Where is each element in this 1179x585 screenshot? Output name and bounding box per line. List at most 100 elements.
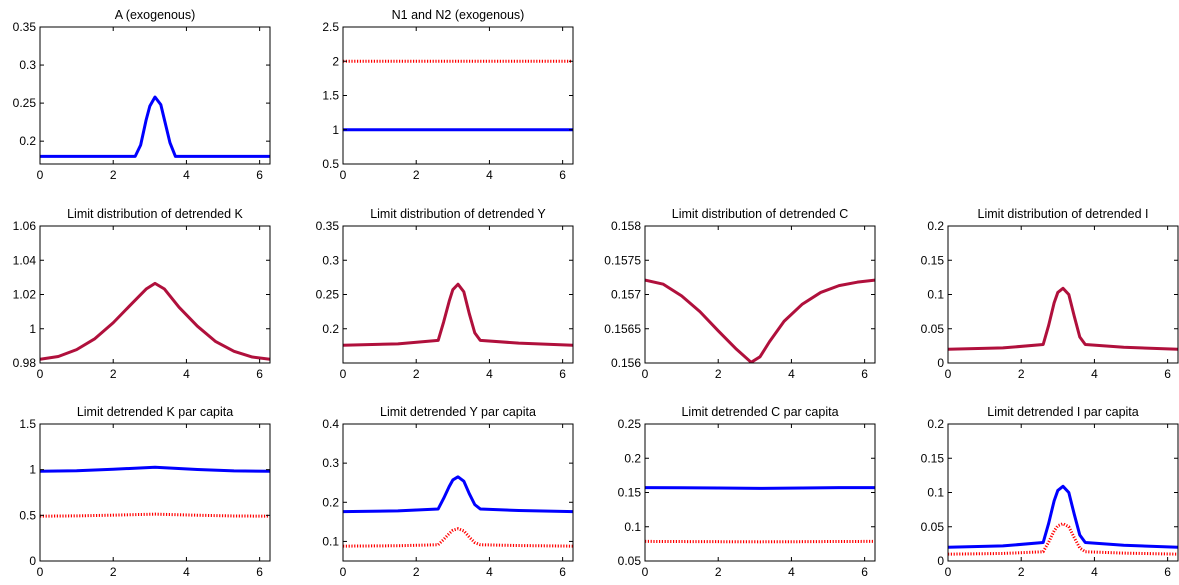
x-tick-label: 6 bbox=[861, 367, 868, 381]
x-tick-label: 6 bbox=[256, 565, 263, 579]
subplot-2: N1 and N2 (exogenous) 0 2 4 6 0.5 1 1.5 2 2.5 bbox=[322, 8, 573, 182]
series-line-red bbox=[948, 524, 1178, 554]
x-tick-label: 6 bbox=[559, 565, 566, 579]
y-tick-label: 1 bbox=[332, 123, 339, 137]
axes-box bbox=[343, 27, 573, 164]
y-tick-label: 0.15 bbox=[921, 451, 945, 465]
chart-title: Limit detrended K par capita bbox=[77, 405, 233, 419]
x-tick-label: 2 bbox=[110, 565, 117, 579]
y-tick-label: 0.1 bbox=[624, 520, 641, 534]
y-tick-label: 1.5 bbox=[322, 89, 339, 103]
x-tick-label: 0 bbox=[37, 168, 44, 182]
x-tick-label: 2 bbox=[110, 367, 117, 381]
chart-title: Limit detrended I par capita bbox=[987, 405, 1139, 419]
x-tick-label: 6 bbox=[256, 168, 263, 182]
y-tick-label: 0.2 bbox=[624, 451, 641, 465]
x-tick-label: 4 bbox=[1091, 565, 1098, 579]
chart-title: Limit detrended Y par capita bbox=[380, 405, 536, 419]
y-tick-label: 0.98 bbox=[13, 356, 37, 370]
axes-box bbox=[948, 226, 1178, 363]
x-tick-label: 6 bbox=[256, 367, 263, 381]
x-tick-label: 6 bbox=[1164, 565, 1171, 579]
series-line-blue bbox=[343, 477, 573, 512]
x-tick-label: 2 bbox=[715, 565, 722, 579]
axes-box bbox=[948, 424, 1178, 561]
x-tick-label: 4 bbox=[486, 367, 493, 381]
axes-box bbox=[343, 424, 573, 561]
plot-area bbox=[645, 280, 875, 362]
y-tick-label: 0.3 bbox=[322, 456, 339, 470]
x-tick-label: 4 bbox=[788, 565, 795, 579]
x-tick-label: 0 bbox=[340, 565, 347, 579]
y-tick-label: 2 bbox=[332, 54, 339, 68]
y-tick-label: 0 bbox=[937, 554, 944, 568]
y-tick-label: 0.25 bbox=[13, 96, 37, 110]
series-line-red bbox=[343, 529, 573, 546]
subplot-6: Limit distribution of detrended I 0 2 4 6 0 0.… bbox=[921, 207, 1178, 381]
x-tick-label: 0 bbox=[945, 367, 952, 381]
y-tick-label: 0.3 bbox=[322, 253, 339, 267]
subplot-5: Limit distribution of detrended C 0 2 4 6 0.1… bbox=[604, 207, 875, 381]
y-tick-label: 0.05 bbox=[921, 520, 945, 534]
y-tick-label: 0.05 bbox=[921, 322, 945, 336]
plot-area bbox=[645, 488, 875, 542]
plot-area bbox=[40, 283, 270, 359]
plot-area bbox=[343, 284, 573, 345]
series-line-blue bbox=[948, 486, 1178, 547]
subplot-7: Limit detrended K par capita 0 2 4 6 0 0.5 1 1.5 bbox=[19, 405, 270, 579]
y-tick-label: 1.04 bbox=[13, 253, 37, 267]
x-tick-label: 6 bbox=[1164, 367, 1171, 381]
plot-area bbox=[948, 288, 1178, 349]
y-tick-label: 0.157 bbox=[611, 288, 641, 302]
x-tick-label: 2 bbox=[1018, 367, 1025, 381]
x-tick-label: 0 bbox=[945, 565, 952, 579]
series-line-overlap bbox=[645, 280, 875, 362]
series-line-blue bbox=[645, 488, 875, 489]
axes-box bbox=[40, 424, 270, 561]
x-tick-label: 6 bbox=[559, 168, 566, 182]
chart-title: Limit distribution of detrended Y bbox=[370, 207, 546, 221]
x-tick-label: 4 bbox=[183, 367, 190, 381]
y-tick-label: 0.1 bbox=[322, 534, 339, 548]
series-line-blue bbox=[40, 467, 270, 471]
x-tick-label: 4 bbox=[183, 565, 190, 579]
series-line-overlap bbox=[40, 283, 270, 359]
y-tick-label: 0.2 bbox=[322, 495, 339, 509]
subplot-10: Limit detrended I par capita 0 2 4 6 0 0.05 0.1… bbox=[921, 405, 1178, 579]
axes-box bbox=[40, 226, 270, 363]
x-tick-label: 0 bbox=[642, 565, 649, 579]
y-tick-label: 0.05 bbox=[618, 554, 642, 568]
plot-area bbox=[343, 61, 573, 130]
y-tick-label: 0.1565 bbox=[604, 322, 641, 336]
subplot-4: Limit distribution of detrended Y 0 2 4 6 0.2… bbox=[316, 207, 573, 381]
y-tick-label: 0.35 bbox=[316, 219, 340, 233]
y-tick-label: 0.2 bbox=[322, 322, 339, 336]
plot-area bbox=[948, 486, 1178, 554]
chart-title: Limit distribution of detrended K bbox=[67, 207, 243, 221]
x-tick-label: 0 bbox=[340, 168, 347, 182]
y-tick-label: 2.5 bbox=[322, 20, 339, 34]
series-line-red bbox=[40, 514, 270, 516]
y-tick-label: 0.25 bbox=[316, 288, 340, 302]
x-tick-label: 0 bbox=[37, 367, 44, 381]
y-tick-label: 0.35 bbox=[13, 20, 37, 34]
y-tick-label: 1.02 bbox=[13, 288, 37, 302]
y-tick-label: 0.3 bbox=[19, 58, 36, 72]
subplot-1: A (exogenous) 0 2 4 6 0.2 0.25 0.3 0.35 bbox=[13, 8, 270, 182]
y-tick-label: 0.1575 bbox=[604, 253, 641, 267]
y-tick-label: 0.2 bbox=[927, 219, 944, 233]
y-tick-label: 0 bbox=[937, 356, 944, 370]
x-tick-label: 4 bbox=[788, 367, 795, 381]
series-line-overlap bbox=[948, 288, 1178, 349]
chart-title: A (exogenous) bbox=[115, 8, 196, 22]
x-tick-label: 2 bbox=[413, 367, 420, 381]
y-tick-label: 0.5 bbox=[19, 508, 36, 522]
x-tick-label: 4 bbox=[183, 168, 190, 182]
y-tick-label: 0.4 bbox=[322, 417, 339, 431]
x-tick-label: 0 bbox=[340, 367, 347, 381]
x-tick-label: 2 bbox=[715, 367, 722, 381]
y-tick-label: 1.06 bbox=[13, 219, 37, 233]
chart-title: N1 and N2 (exogenous) bbox=[392, 8, 525, 22]
